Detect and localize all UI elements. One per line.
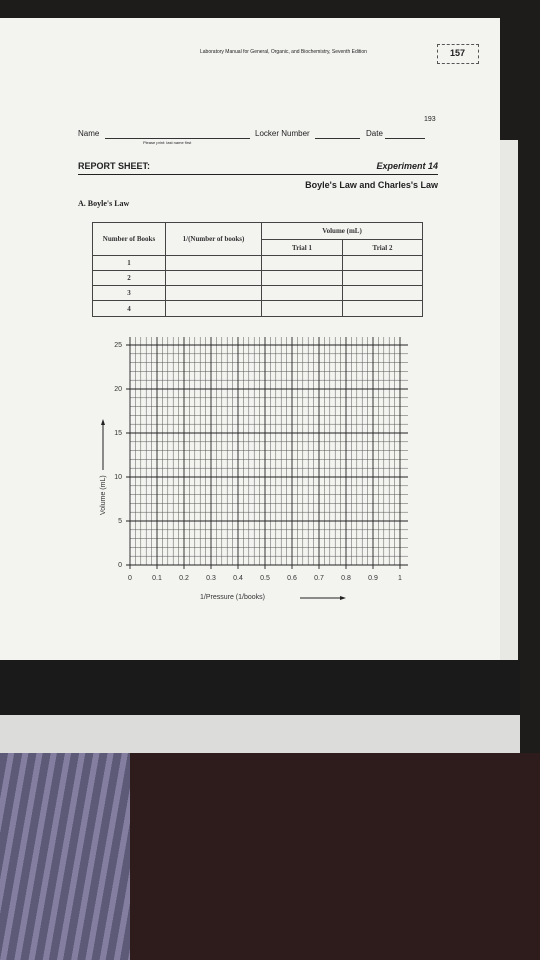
x-tick-label: 0 (128, 575, 132, 582)
x-tick-label: 1 (398, 575, 402, 582)
locker-label: Locker Number (255, 129, 310, 138)
y-arrow-head (101, 419, 105, 425)
running-title: Laboratory Manual for General, Organic, … (200, 49, 367, 55)
x-tick-label: 0.8 (341, 575, 351, 582)
x-tick-label: 0.2 (179, 575, 189, 582)
y-axis-label: Volume (mL) (100, 475, 107, 515)
row-cell: 4 (92, 300, 166, 317)
report-label: REPORT SHEET: (78, 161, 151, 171)
x-arrow-head (340, 596, 346, 600)
name-label: Name (78, 129, 100, 138)
y-tick-label: 15 (114, 430, 122, 437)
paper (0, 18, 500, 718)
header-cell: 1/(Number of books) (165, 222, 262, 256)
locker-line (315, 138, 360, 139)
x-axis-label: 1/Pressure (1/books) (200, 594, 265, 601)
dark-band (0, 660, 520, 715)
x-tick-label: 0.3 (206, 575, 216, 582)
fabric-dark (130, 753, 540, 960)
x-tick-label: 0.7 (314, 575, 324, 582)
data-table: Number of Books 1/(Number of books) Volume… (92, 222, 423, 317)
x-tick-label: 0.6 (287, 575, 297, 582)
x-tick-label: 0.1 (152, 575, 162, 582)
section-title: A. Boyle's Law (78, 199, 130, 208)
graph: 1/Pressure (1/books) Volume (mL) 0 0.1 0.2… (100, 337, 408, 601)
date-label: Date (366, 129, 383, 138)
rule (78, 174, 438, 175)
y-tick-label: 20 (114, 386, 122, 393)
x-tick-label: 0.4 (233, 575, 243, 582)
y-tick-label: 25 (114, 342, 122, 349)
page-number: 193 (424, 116, 436, 123)
fabric-stripes (0, 753, 130, 960)
date-line (385, 138, 425, 139)
y-tick-label: 10 (114, 474, 122, 481)
x-tick-label: 0.5 (260, 575, 270, 582)
experiment: Experiment 14 (376, 161, 438, 171)
book-page: 157 (450, 48, 466, 58)
name-line (105, 138, 250, 139)
paper-bottom (0, 715, 520, 753)
next-page-edge (500, 140, 518, 660)
x-tick-label: 0.9 (368, 575, 378, 582)
y-tick-label: 5 (118, 518, 122, 525)
experiment-title: Boyle's Law and Charles's Law (305, 180, 438, 190)
page-box (437, 44, 479, 64)
name-hint: Please print: last name first (143, 140, 192, 145)
y-tick-label: 0 (118, 562, 122, 569)
